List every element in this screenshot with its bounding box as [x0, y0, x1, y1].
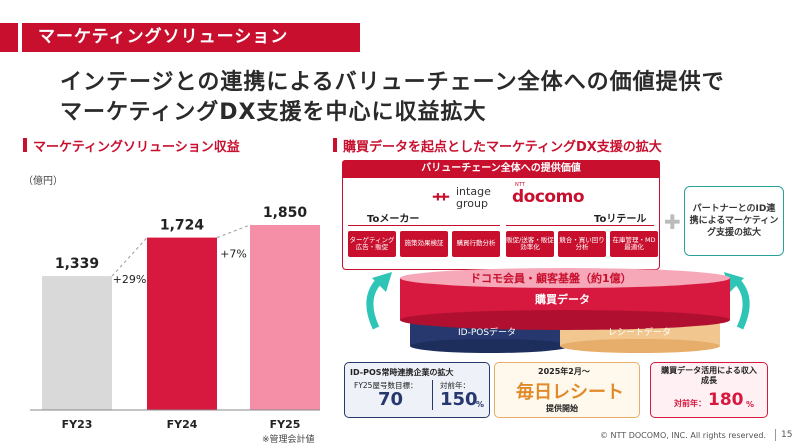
x-tick-label: FY23: [62, 418, 93, 431]
docomo-logo: docomo: [512, 187, 585, 207]
kpi-growth-unit: %: [746, 400, 755, 409]
section-title-accent: [0, 23, 18, 52]
growth-label: +7%: [220, 247, 247, 260]
left-heading: マーケティングソリューション収益: [33, 140, 240, 155]
left-arrow-icon: [372, 272, 392, 292]
x-tick-label: FY25: [270, 418, 301, 431]
docomo-logo-ntt: NTT: [515, 182, 525, 188]
maker-item: 購買行動分析: [452, 231, 500, 257]
retail-item: 競合・買い回り分析: [558, 231, 606, 257]
intage-logo-text: intage group: [456, 185, 491, 210]
kpi-idpos-label-1: FY25屋号数目標：: [354, 381, 418, 390]
maker-divider: [348, 225, 500, 226]
to-maker-label: Toメーカー: [367, 214, 420, 225]
chart-unit-label: （億円）: [23, 176, 63, 187]
bar-value-label: 1,850: [263, 205, 308, 221]
retail-divider: [506, 225, 654, 226]
data-foundation-diagram: [366, 268, 750, 353]
purchase-data-label: 購買データ: [535, 293, 590, 306]
bar-fy23: [42, 276, 112, 410]
kpi-receipt-status: 提供開始: [546, 404, 578, 413]
kpi-idpos-value-1: 70: [378, 389, 404, 410]
maker-item: 施策効果検証: [400, 231, 448, 257]
intage-logo-icon: ⺾: [432, 192, 450, 213]
plus-icon: ✚: [664, 210, 681, 234]
x-tick-label: FY24: [167, 418, 198, 431]
bar-value-label: 1,724: [160, 218, 205, 234]
kpi-idpos-value-2: 150: [440, 389, 478, 410]
kpi-idpos-label-2: 対前年：: [440, 381, 470, 390]
copyright: © NTT DOCOMO, INC. All rights reserved.: [600, 431, 767, 440]
footer-divider: [775, 429, 776, 441]
kpi-growth-label: 対前年：: [674, 399, 706, 408]
right-heading: 購買データを起点としたマーケティングDX支援の拡大: [343, 140, 662, 155]
kpi-growth-value: 180: [708, 390, 744, 410]
maker-item: ターゲティング広告・販促: [348, 231, 396, 257]
kpi-idpos-title: ID-POS常時連携企業の拡大: [350, 368, 454, 377]
growth-label: +29%: [113, 273, 147, 286]
kpi-idpos-box: [344, 362, 490, 418]
partner-box: パートナーとのID連携によるマーケティング支援の拡大: [684, 186, 784, 256]
section-title: マーケティングソリューション: [38, 27, 289, 47]
member-base-label: ドコモ会員・顧客基盤（約1億）: [470, 272, 632, 285]
bar-fy25: [250, 225, 320, 410]
bar-value-label: 1,339: [55, 256, 99, 272]
kpi-idpos-unit-2: %: [476, 400, 485, 409]
kpi-growth-title: 購買データ活用による収入成長: [661, 366, 757, 386]
kpi-receipt-box: [494, 362, 640, 418]
growth-connector: [216, 224, 251, 239]
retail-item: 販促/送客・販促効率化: [506, 231, 554, 257]
headline-line-2: マーケティングDX支援を中心に収益拡大: [60, 100, 487, 125]
headline-line-1: インテージとの連携によるバリューチェーン全体への価値提供で: [60, 70, 725, 95]
retail-item: 在庫管理・MD最適化: [610, 231, 658, 257]
revenue-bar-chart: 1,339 FY23 1,724 FY24 1,850 FY25 +29% +7%: [30, 205, 320, 431]
idpos-data-label: ID-POSデータ: [458, 328, 517, 338]
growth-connector: [111, 237, 148, 277]
left-heading-marker: [23, 138, 27, 152]
page-number: 15: [781, 430, 793, 440]
receipt-data-label: レシートデータ: [608, 328, 672, 338]
kpi-receipt-date: 2025年2月～: [538, 367, 590, 376]
chart-note: ※管理会計値: [262, 435, 315, 445]
kpi-receipt-name: 毎日レシート: [516, 382, 624, 403]
right-heading-marker: [333, 138, 337, 152]
kpi-growth-box: [650, 362, 768, 418]
kpi-idpos-divider: [432, 380, 433, 410]
to-retail-label: Toリテール: [594, 214, 647, 225]
value-chain-header: バリューチェーン全体への提供価値: [342, 160, 660, 178]
bar-fy24: [147, 237, 217, 410]
